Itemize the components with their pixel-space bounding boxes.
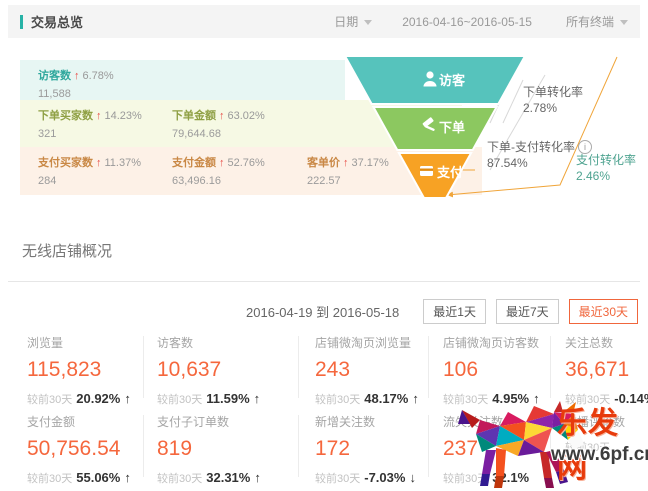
chevron-down-icon [620, 20, 628, 26]
watermark-site-url: www.6pf.cn [551, 444, 648, 465]
divider [143, 336, 144, 398]
funnel-stage-orders [371, 106, 499, 151]
metric-card-weitao-pageviews: 店铺微淘页浏览量 243 较前30天 48.17% ↑ [315, 336, 419, 406]
payment-conversion-connector [446, 56, 618, 198]
funnel-stage-payments [397, 152, 473, 199]
divider [8, 281, 640, 282]
terminal-dropdown[interactable]: 所有终端 [566, 13, 628, 30]
up-arrow-icon: ↑ [254, 470, 261, 485]
section-header-transaction-overview: 交易总览 日期 2016-04-16~2016-05-15 所有终端 [8, 5, 640, 38]
funnel-stage-label: 支付 [436, 165, 463, 180]
divider [298, 415, 299, 477]
metric-order-amount: 下单金额 ↑ 63.02% 79,644.68 [172, 110, 265, 140]
metric-card-visitors: 访客数 10,637 较前30天 11.59% ↑ [157, 336, 261, 406]
divider [428, 415, 429, 477]
up-arrow-icon: ↑ [412, 391, 419, 406]
divider [550, 336, 551, 398]
divider [298, 336, 299, 398]
metric-card-total-followers: 关注总数 36,671 较前30天-0.14% [565, 336, 648, 406]
down-arrow-icon: ↓ [409, 470, 416, 485]
gavel-icon [422, 117, 435, 131]
funnel-stage-label: 访客 [439, 73, 466, 88]
range-button-7days[interactable]: 最近7天 [495, 299, 559, 324]
divider [428, 336, 429, 398]
metric-card-weitao-visitors: 店铺微淘页访客数 106 较前30天 4.95% ↑ [443, 336, 540, 406]
connector-line [489, 74, 546, 171]
watermark-site-name: 乐发网 [557, 407, 619, 484]
up-arrow-icon: ↑ [253, 391, 261, 406]
metric-visitor-count: 访客数 ↑ 6.78% 11,588 [38, 70, 114, 100]
up-arrow-icon: ↑ [96, 110, 102, 122]
up-arrow-icon: ↑ [124, 470, 131, 485]
metric-card-new-followers: 新增关注数 172 较前30天 -7.03% ↓ [315, 415, 416, 485]
up-arrow-icon: ↑ [533, 391, 540, 406]
up-arrow-icon: ↑ [219, 157, 225, 169]
metric-pay-amount: 支付金额 ↑ 52.76% 63,496.16 [172, 157, 265, 187]
order-to-pay-conversion-rate: 下单-支付转化率 i 87.54% [487, 139, 592, 171]
bank-card-icon [420, 166, 433, 176]
metric-order-buyers: 下单买家数 ↑ 14.23% 321 [38, 110, 142, 140]
metric-pay-buyers: 支付买家数 ↑ 11.37% 284 [38, 157, 141, 187]
funnel-stage-visitors [343, 55, 527, 105]
range-button-30days[interactable]: 最近30天 [568, 299, 638, 324]
up-arrow-icon: ↑ [343, 157, 349, 169]
metric-card-pay-suborders: 支付子订单数 819 较前30天 32.31% ↑ [157, 415, 261, 485]
page-title: 交易总览 [31, 15, 84, 30]
range-button-1day[interactable]: 最近1天 [423, 299, 486, 324]
date-dropdown[interactable]: 日期 [334, 13, 373, 30]
divider [143, 415, 144, 477]
up-arrow-icon: ↑ [74, 70, 80, 82]
payment-conversion-rate: 支付转化率 2.46% [576, 153, 637, 183]
up-arrow-icon: ↑ [124, 391, 131, 406]
up-arrow-icon: ↑ [219, 110, 225, 122]
conversion-funnel-chart: 访客 下单 支付 [343, 55, 618, 199]
date-range-selector: 2016-04-19 到 2016-05-18 最近1天 最近7天 最近30天 [246, 299, 638, 324]
metric-avg-order-value: 客单价 ↑ 37.17% 222.57 [307, 157, 389, 187]
person-icon [423, 71, 437, 87]
metric-card-pay-amount: 支付金额 50,756.54 较前30天 55.06% ↑ [27, 415, 131, 485]
overview-date-range: 2016-04-19 到 2016-05-18 [246, 305, 400, 320]
date-range-display[interactable]: 2016-04-16~2016-05-15 [402, 14, 532, 29]
metric-card-pageviews: 浏览量 115,823 较前30天 20.92% ↑ [27, 336, 131, 406]
bull-watermark-logo [458, 401, 584, 488]
funnel-stage-label: 下单 [439, 120, 465, 135]
header-controls: 日期 2016-04-16~2016-05-15 所有终端 [334, 13, 628, 30]
info-icon[interactable]: i [578, 140, 592, 154]
up-arrow-icon: ↑ [96, 157, 102, 169]
accent-bar [20, 14, 23, 29]
connector-line [502, 79, 524, 124]
funnel-row-payments: 支付买家数 ↑ 11.37% 284 支付金额 ↑ 52.76% 63,496.16 客… [20, 147, 482, 195]
divider [550, 415, 551, 477]
section-title-wireless-shop: 无线店铺概况 [22, 243, 113, 260]
order-conversion-rate: 下单转化率 2.78% [523, 85, 584, 115]
chevron-down-icon [364, 20, 373, 26]
funnel-row-visitors: 访客数 ↑ 6.78% 11,588 [20, 60, 345, 100]
